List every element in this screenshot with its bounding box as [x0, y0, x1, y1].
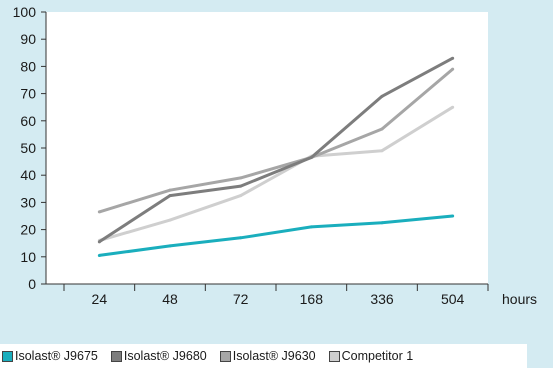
legend-swatch	[219, 350, 231, 362]
plot-area	[46, 12, 488, 284]
series-line-2	[98, 56, 454, 244]
legend-label: Isolast® J9630	[232, 349, 316, 363]
data-point	[239, 194, 243, 198]
data-point	[168, 194, 172, 198]
y-tick-label: 90	[20, 31, 36, 47]
data-point	[239, 176, 243, 180]
y-tick-label: 50	[20, 140, 36, 156]
legend: Isolast® J9675 Isolast® J9680 Isolast® J96…	[0, 344, 527, 368]
data-point	[380, 94, 384, 98]
x-tick-label: 24	[92, 291, 108, 307]
data-point	[239, 184, 243, 188]
y-tick-label: 70	[20, 86, 36, 102]
series-layer	[97, 56, 455, 257]
y-tick-label: 10	[20, 249, 36, 265]
data-point	[451, 67, 455, 71]
x-tick-label: 504	[441, 291, 465, 307]
x-axis-label: hours	[502, 291, 537, 307]
y-tick-label: 30	[20, 194, 36, 210]
data-point	[380, 221, 384, 225]
legend-item: Competitor 1	[327, 349, 414, 363]
x-tick-label: 72	[233, 291, 249, 307]
data-point	[451, 214, 455, 218]
legend-item: Isolast® J9630	[218, 349, 316, 363]
y-tick-label: 100	[13, 4, 37, 20]
y-tick-label: 0	[28, 276, 36, 292]
y-tick-label: 60	[20, 113, 36, 129]
data-point	[380, 127, 384, 131]
data-point	[168, 188, 172, 192]
legend-swatch	[328, 350, 340, 362]
y-axis: 0 10 20 30 40 50 60 70 80 90 100	[13, 4, 47, 292]
data-point	[97, 210, 101, 214]
data-point	[97, 253, 101, 257]
legend-label: Competitor 1	[341, 349, 414, 363]
data-point	[451, 105, 455, 109]
data-point	[97, 240, 101, 244]
legend-label: Isolast® J9675	[15, 349, 98, 363]
y-tick-label: 20	[20, 222, 36, 238]
data-point	[239, 236, 243, 240]
legend-swatch	[2, 350, 13, 362]
x-axis: 24 48 72 168 336 504	[46, 283, 489, 307]
series-line-1	[99, 214, 453, 257]
x-tick-label: 168	[300, 291, 324, 307]
data-point	[168, 244, 172, 248]
legend-swatch	[110, 350, 122, 362]
x-tick-label: 336	[370, 291, 394, 307]
legend-item: Isolast® J9680	[109, 349, 207, 363]
series-line-4	[98, 105, 454, 242]
data-point	[309, 225, 313, 229]
x-tick-label: 48	[162, 291, 178, 307]
series-line-3	[98, 67, 454, 214]
data-point	[309, 156, 313, 160]
y-tick-label: 40	[20, 167, 36, 183]
legend-label: Isolast® J9680	[123, 349, 207, 363]
data-point	[168, 218, 172, 222]
data-point	[380, 149, 384, 153]
y-tick-label: 80	[20, 58, 36, 74]
data-point	[451, 56, 455, 60]
legend-item: Isolast® J9675	[0, 349, 98, 363]
